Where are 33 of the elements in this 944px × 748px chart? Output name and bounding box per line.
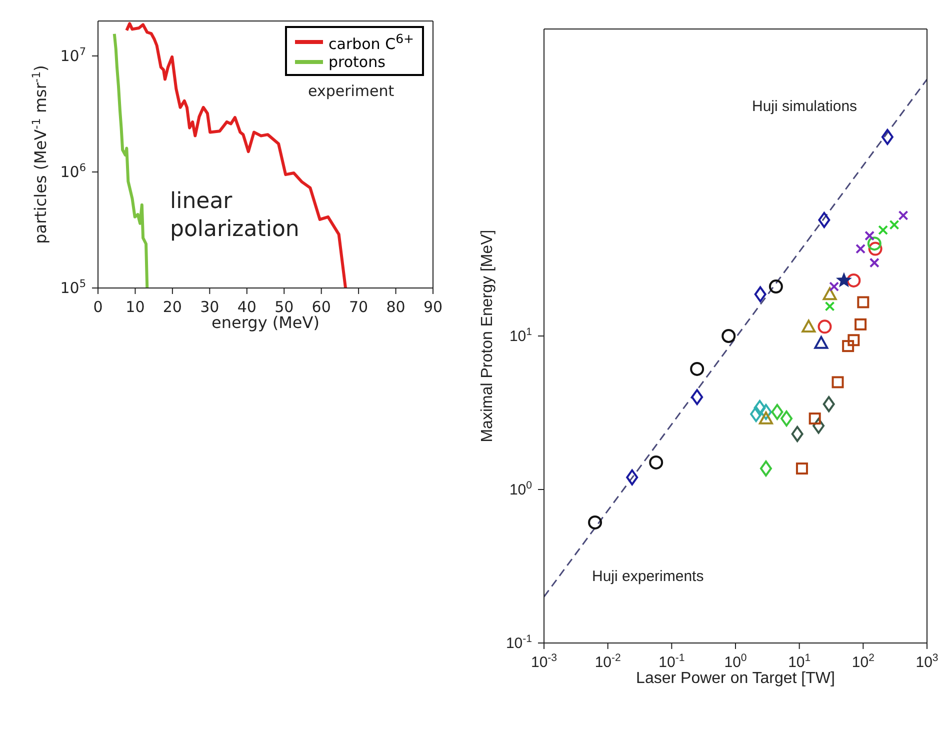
x-tick-label: 10 (126, 298, 145, 316)
y-tick-label: 10$^{5}$ (60, 278, 86, 297)
x-tick-label: 60 (312, 298, 331, 316)
x-tick-label: 20 (162, 298, 182, 316)
annotation: linear polarization (170, 188, 300, 243)
y-tick-label: 10$^{7}$ (60, 46, 86, 65)
x-tick-label: 10$^{-2}$ (594, 652, 621, 671)
x-axis-title: energy (MeV) (212, 313, 320, 332)
x-tick-label: 80 (386, 298, 406, 316)
x-tick-label: 70 (349, 298, 368, 316)
x-tick-label: 10$^{-3}$ (530, 652, 558, 671)
y-tick-label: 10$^{1}$ (509, 326, 532, 345)
x-tick-label: 10$^{1}$ (788, 652, 811, 671)
y-tick-label: 10$^{-1}$ (506, 633, 532, 652)
y-tick-label: 10$^{6}$ (60, 162, 86, 181)
line-series (112, 32, 149, 288)
x-tick-label: 10$^{3}$ (916, 652, 938, 671)
x-tick-label: 10$^{0}$ (724, 652, 747, 671)
legend-label: protons (328, 53, 386, 71)
x-tick-label: 30 (200, 298, 220, 316)
annotation: Huji experiments (592, 568, 704, 587)
x-tick-label: 90 (423, 298, 443, 316)
x-axis-title: Laser Power on Target [TW] (636, 670, 835, 687)
x-tick-label: 10$^{-1}$ (658, 652, 685, 671)
x-tick-label: 40 (237, 298, 256, 316)
y-tick-label: 10$^{0}$ (509, 480, 532, 498)
x-tick-label: 50 (274, 298, 294, 316)
annotation: experiment (308, 82, 394, 101)
x-tick-label: 0 (93, 298, 103, 316)
x-tick-label: 10$^{2}$ (852, 652, 875, 671)
y-axis-title: Maximal Proton Energy [MeV] (479, 230, 496, 442)
annotation: Huji simulations (752, 98, 858, 117)
legend-label: carbon C$^{6+}$ (328, 31, 414, 53)
